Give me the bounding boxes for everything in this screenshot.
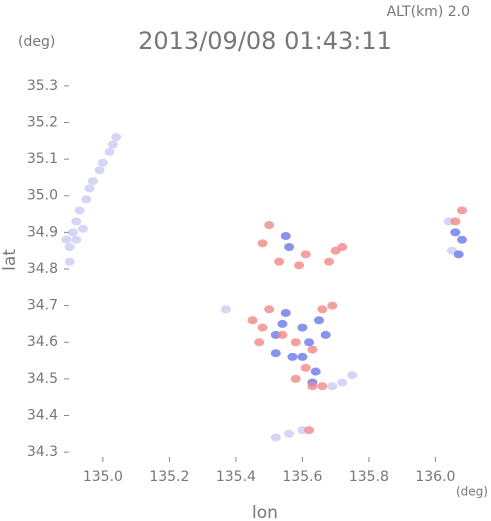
echo-point (317, 305, 328, 314)
y-tick-label: 34.7 (27, 298, 58, 314)
echo-point (264, 305, 275, 314)
echo-point (284, 243, 295, 252)
x-tick-label: 135.6 (282, 469, 322, 485)
echo-point (457, 206, 468, 215)
echo-point (277, 330, 288, 339)
echo-point (257, 323, 268, 332)
echo-point (264, 221, 275, 230)
echo-point (320, 330, 331, 339)
echo-point (304, 338, 315, 347)
echo-point (310, 367, 321, 376)
x-tick-label: 135.2 (149, 469, 189, 485)
y-tick-label: 35.2 (27, 114, 58, 130)
echo-point (450, 217, 461, 226)
echo-point (64, 243, 75, 252)
y-tick-label: 34.3 (27, 444, 58, 460)
echo-point (81, 195, 92, 204)
echo-point (290, 338, 301, 347)
echo-point (280, 308, 291, 317)
echo-point (87, 177, 98, 186)
y-label: lat (0, 249, 20, 271)
header: ALT(km) 2.0 (387, 4, 470, 20)
echo-point (347, 371, 358, 380)
echo-point (71, 235, 82, 244)
echo-point (67, 228, 78, 237)
echo-point (337, 243, 348, 252)
echo-point (64, 257, 75, 266)
x-tick-label: 135.0 (83, 469, 123, 485)
x-tick-label: 135.8 (349, 469, 389, 485)
echo-point (297, 352, 308, 361)
x-label: lon (252, 503, 278, 521)
echo-point (254, 338, 265, 347)
y-unit: (deg) (18, 34, 55, 50)
echo-point (284, 429, 295, 438)
echo-point (307, 345, 318, 354)
echo-point (71, 217, 82, 226)
echo-point (297, 323, 308, 332)
echo-point (74, 206, 85, 215)
echo-point (450, 228, 461, 237)
echo-point (257, 239, 268, 248)
echo-point (300, 250, 311, 259)
echo-point (247, 316, 258, 325)
y-tick-label: 34.8 (27, 261, 58, 277)
y-tick-label: 34.6 (27, 334, 58, 350)
echo-point (277, 319, 288, 328)
echo-point (327, 301, 338, 310)
x-unit: (deg) (456, 485, 488, 499)
echo-point (294, 261, 305, 270)
echo-point (94, 166, 105, 175)
echo-point (300, 363, 311, 372)
echo-point (280, 232, 291, 241)
echo-point (77, 224, 88, 233)
echo-point (337, 378, 348, 387)
y-tick-label: 35.3 (27, 78, 58, 94)
y-tick-label: 34.4 (27, 407, 58, 423)
echo-point (290, 374, 301, 383)
echo-point (314, 316, 325, 325)
echo-point (107, 140, 118, 149)
x-tick-label: 136.0 (415, 469, 455, 485)
echo-point (270, 349, 281, 358)
echo-point (270, 433, 281, 442)
y-tick-label: 35.1 (27, 151, 58, 167)
echo-point (61, 235, 72, 244)
echo-point (97, 158, 108, 167)
echo-point (453, 250, 464, 259)
echo-point (220, 305, 231, 314)
echo-point (287, 352, 298, 361)
y-tick-label: 34.9 (27, 224, 58, 240)
echo-point (307, 382, 318, 391)
x-tick-label: 135.4 (216, 469, 256, 485)
y-tick-label: 34.5 (27, 371, 58, 387)
echo-point (104, 147, 115, 156)
y-tick-label: 35.0 (27, 188, 58, 204)
echo-point (111, 133, 122, 142)
echo-point (304, 426, 315, 435)
echo-point (317, 382, 328, 391)
echo-point (457, 235, 468, 244)
chart-title: 2013/09/08 01:43:11 (138, 27, 392, 55)
echo-point (327, 382, 338, 391)
echo-point (324, 257, 335, 266)
echo-point (274, 257, 285, 266)
echo-point (84, 184, 95, 193)
